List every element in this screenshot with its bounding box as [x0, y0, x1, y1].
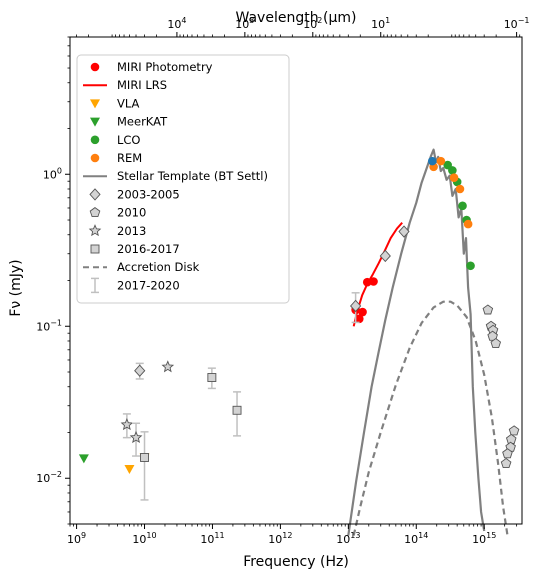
- legend-label-2016-2017: 2016-2017: [117, 242, 180, 256]
- x-axis-label: Frequency (Hz): [243, 554, 349, 570]
- top-tick-label: 104: [167, 16, 186, 31]
- legend-label-lco: LCO: [117, 133, 141, 147]
- data-point-2016-2017: [140, 453, 149, 462]
- legend-label-miri-lrs: MIRI LRS: [117, 78, 167, 92]
- legend-swatch-miri-photometry: [90, 62, 100, 72]
- data-point-2003-2005: [350, 299, 362, 313]
- top-axis-label: Wavelength (μm): [236, 10, 357, 26]
- data-point-rem: [436, 156, 446, 166]
- legend-label-miri-photometry: MIRI Photometry: [117, 60, 213, 74]
- legend-label-2013: 2013: [117, 224, 146, 238]
- x-tick-label: 1015: [472, 531, 496, 546]
- y-tick-label: 10−2: [36, 470, 62, 485]
- x-tick-label: 1011: [200, 531, 224, 546]
- data-point-2003-2005: [134, 364, 146, 377]
- legend-label-meerkat: MeerKAT: [117, 115, 168, 129]
- legend-swatch-2016-2017: [90, 244, 100, 254]
- top-tick-label: 103: [235, 16, 254, 31]
- y-tick-label: 100: [43, 166, 62, 181]
- y-tick-label: 10−1: [36, 318, 62, 333]
- legend-box: [76, 54, 290, 304]
- data-point-2016-2017: [207, 373, 217, 382]
- legend: MIRI Photometry MIRI LRS VLA MeerKAT LCO REM S…: [76, 54, 290, 304]
- data-point-miri-photometry: [362, 277, 372, 287]
- legend-swatch-rem: [90, 153, 100, 163]
- legend-label-accretion-disk: Accretion Disk: [117, 260, 200, 274]
- legend-swatch-lco: [90, 135, 100, 145]
- data-point-vla: [124, 465, 135, 475]
- data-point-lco: [466, 261, 475, 271]
- data-point-2003-2005: [398, 225, 410, 238]
- legend-label-2010: 2010: [117, 206, 146, 220]
- plot-area: [78, 148, 520, 536]
- top-tick-label: 102: [303, 16, 322, 31]
- data-point-2013: [129, 430, 143, 444]
- data-point-2016-2017: [232, 405, 242, 415]
- data-point-lco: [458, 201, 467, 211]
- data-point-rem: [449, 173, 459, 182]
- legend-label-2003-2005: 2003-2005: [117, 187, 180, 201]
- legend-swatch-meerkat: [90, 117, 100, 127]
- data-point-extra: [427, 156, 437, 166]
- data-point-2010: [500, 457, 512, 469]
- top-tick-label: 10−1: [504, 16, 530, 31]
- y-axis-label: Fν (mJy): [8, 259, 24, 316]
- data-point-miri-photometry: [358, 307, 367, 317]
- top-tick-label: 101: [371, 16, 390, 31]
- series-line-accretion-disk: [352, 300, 509, 536]
- legend-label-rem: REM: [117, 151, 142, 165]
- x-tick-label: 1014: [404, 531, 428, 546]
- legend-label-vla: VLA: [117, 96, 140, 110]
- legend-swatch-2013: [88, 224, 102, 237]
- x-tick-label: 109: [67, 531, 86, 546]
- series-line-miri-lrs: [352, 222, 403, 327]
- data-point-2013: [120, 418, 134, 431]
- x-tick-label: 1010: [132, 531, 156, 546]
- data-point-rem: [455, 184, 465, 194]
- x-tick-label: 1013: [336, 531, 360, 546]
- legend-swatch-2010: [89, 207, 101, 218]
- legend-swatch-vla: [90, 99, 100, 109]
- axes: 109 1010 1011 1012 1013 1014 1015 10−2 10−1 100 10…: [36, 16, 529, 546]
- series-line-stellar-template-bt-settl: [347, 148, 486, 536]
- data-point-miri-photometry: [354, 314, 364, 324]
- x-tick-label: 1012: [268, 531, 292, 546]
- legend-label-stellar-template-bt-settl: Stellar Template (BT Settl): [117, 169, 268, 183]
- data-point-2010: [482, 304, 494, 315]
- data-point-rem: [463, 219, 473, 229]
- data-point-2013: [161, 360, 175, 373]
- data-point-lco: [448, 166, 457, 175]
- data-point-2010: [490, 337, 502, 349]
- data-point-miri-photometry: [369, 277, 378, 286]
- data-point-meerkat: [78, 454, 89, 464]
- legend-label-2017-2020: 2017-2020: [117, 278, 180, 292]
- data-point-2010: [508, 425, 520, 436]
- data-point-2003-2005: [379, 249, 391, 263]
- data-point-2010: [502, 448, 513, 459]
- legend-swatch-2003-2005: [89, 188, 101, 201]
